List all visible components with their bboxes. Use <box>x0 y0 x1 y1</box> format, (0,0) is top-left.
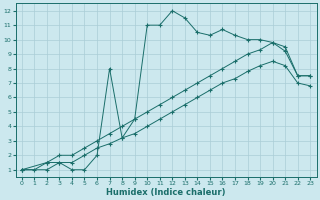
X-axis label: Humidex (Indice chaleur): Humidex (Indice chaleur) <box>106 188 226 197</box>
